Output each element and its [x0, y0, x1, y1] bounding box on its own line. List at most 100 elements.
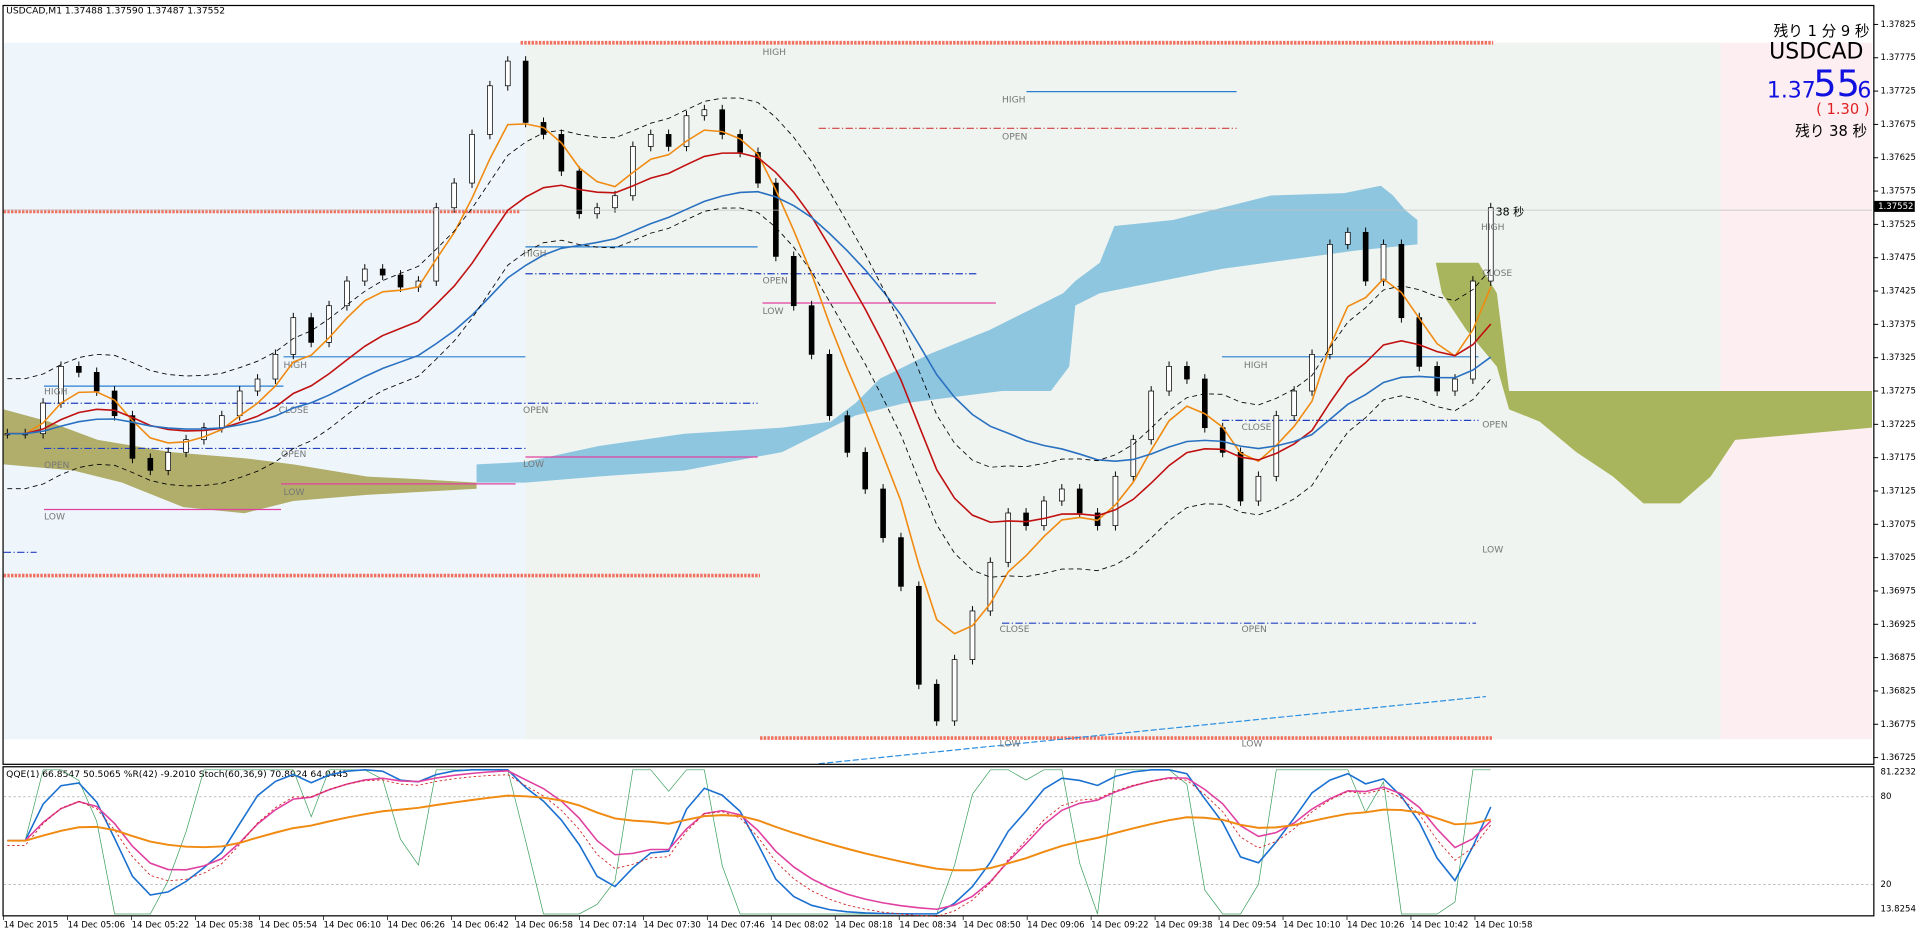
- candle: [594, 207, 600, 215]
- candle: [361, 268, 368, 282]
- moving-average: [7, 123, 1492, 635]
- moving-average: [7, 152, 1492, 524]
- candle: [844, 415, 851, 453]
- level-label: 81.2232: [1881, 768, 1916, 778]
- level-annotation: OPEN: [762, 276, 787, 287]
- candle: [1184, 365, 1190, 380]
- symbol-info: USDCAD,M1 1.37488 1.37590 1.37487 1.3755…: [6, 5, 225, 16]
- candle: [397, 274, 404, 288]
- oscillator-line: [7, 769, 1491, 915]
- candle: [1416, 317, 1423, 367]
- candle: [862, 451, 869, 490]
- time-label: 14 Dec 08:34: [899, 921, 956, 931]
- moving-average: [7, 190, 1492, 462]
- price-label: 1.37575: [1881, 187, 1916, 197]
- pivot-lines: [3, 40, 1494, 765]
- candle: [1041, 500, 1047, 527]
- countdown: 残り 38 秒: [1795, 123, 1867, 140]
- candle: [826, 353, 833, 417]
- ichimoku-cloud: [1435, 262, 1873, 504]
- level-annotation: LOW: [523, 459, 544, 470]
- time-label: 14 Dec 06:42: [451, 921, 508, 931]
- time-label: 14 Dec 07:46: [707, 921, 764, 931]
- price-label: 1.37625: [1881, 153, 1916, 163]
- time-label: 14 Dec 08:18: [835, 921, 892, 931]
- candle: [951, 659, 958, 722]
- bar-timer: 38 秒: [1496, 205, 1524, 219]
- time-label: 14 Dec 05:06: [68, 921, 125, 931]
- candle: [469, 134, 475, 184]
- candle: [218, 415, 225, 429]
- level-annotation: CLOSE: [1000, 624, 1030, 635]
- candle: [647, 134, 654, 147]
- level-annotation: LOW: [44, 511, 65, 522]
- session-shade: [1720, 42, 1873, 740]
- candle: [916, 585, 922, 685]
- candle: [254, 378, 261, 392]
- session-shade: [3, 42, 526, 740]
- candle: [40, 402, 46, 435]
- level-annotation: CLOSE: [1241, 422, 1271, 433]
- level-annotation: CLOSE: [279, 405, 309, 416]
- price-label: 1.37075: [1881, 520, 1916, 530]
- bollinger-band: [7, 207, 1492, 578]
- candle: [451, 182, 457, 209]
- oscillator-line: [7, 794, 1491, 872]
- candle: [76, 365, 82, 373]
- level-annotation: LOW: [1000, 739, 1021, 750]
- time-label: 14 Dec 09:22: [1091, 921, 1148, 931]
- level-annotation: HIGH: [283, 360, 307, 371]
- candle: [612, 195, 618, 209]
- price-label: 1.36825: [1881, 686, 1916, 696]
- candle: [719, 109, 726, 135]
- level-annotation: OPEN: [523, 405, 548, 416]
- candle: [790, 256, 797, 307]
- price-label: 1.37325: [1881, 353, 1916, 363]
- time-label: 14 Dec 10:10: [1283, 921, 1340, 931]
- sub-frame: [2, 766, 1875, 917]
- candle: [1452, 378, 1458, 392]
- indicator-info: QQE(1) 66.8547 50.5065 %R(42) -9.2010 St…: [6, 769, 348, 780]
- price-label: 1.37175: [1881, 453, 1916, 463]
- time-label: 14 Dec 2015: [4, 921, 59, 931]
- time-label: 14 Dec 08:02: [771, 921, 828, 931]
- candle: [504, 60, 511, 87]
- time-label: 14 Dec 05:54: [260, 921, 317, 931]
- candle: [326, 305, 332, 343]
- candle: [1237, 451, 1244, 502]
- price-major: 1.37: [1767, 79, 1816, 104]
- current-price-label: 1.37552: [1878, 202, 1913, 212]
- level-annotation: LOW: [762, 306, 783, 317]
- candle: [1255, 475, 1262, 502]
- candle: [147, 457, 154, 471]
- level-annotation: CLOSE: [1482, 268, 1512, 279]
- level-annotation: OPEN: [281, 449, 306, 460]
- time-label: 14 Dec 10:42: [1411, 921, 1468, 931]
- time-label: 14 Dec 07:30: [643, 921, 700, 931]
- candle: [755, 152, 761, 184]
- candle: [111, 390, 118, 417]
- candle: [272, 353, 279, 380]
- price-fraction: 6: [1857, 79, 1871, 104]
- candle: [165, 451, 172, 471]
- candle: [1327, 244, 1333, 355]
- candle: [898, 537, 904, 587]
- price-label: 1.36925: [1881, 620, 1916, 630]
- candle: [558, 134, 565, 172]
- level-annotation: LOW: [283, 487, 304, 498]
- candle: [933, 683, 940, 722]
- oscillator-line: [7, 769, 1492, 915]
- current-price-box: [1874, 200, 1915, 212]
- candle: [1112, 475, 1119, 527]
- candle: [737, 134, 743, 153]
- level-label: 80: [1881, 792, 1892, 802]
- candle: [522, 60, 529, 123]
- candle: [701, 109, 708, 117]
- price-label: 1.36875: [1881, 653, 1916, 663]
- level-annotation: OPEN: [1482, 420, 1507, 431]
- candle: [201, 427, 207, 441]
- time-label: 14 Dec 06:26: [387, 921, 444, 931]
- price-label: 1.37775: [1881, 53, 1916, 63]
- candle: [987, 561, 994, 612]
- price-label: 1.37375: [1881, 320, 1916, 330]
